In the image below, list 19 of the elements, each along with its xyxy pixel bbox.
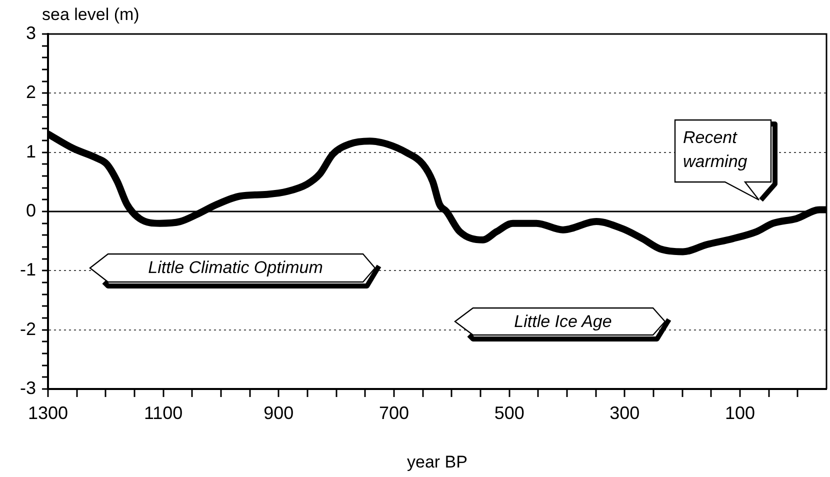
x-tick-label: 1100 [144,402,183,423]
annotation: Little Climatic Optimum [147,257,324,279]
annotation: Little Ice Age [455,308,665,333]
y-tick-label: 1 [26,141,36,162]
y-tick-label: -2 [20,318,36,339]
y-tick-label: 0 [26,200,36,220]
x-tick-label: 900 [264,402,294,423]
x-tick-label: 1300 [28,402,68,423]
x-tick-label: 300 [610,402,640,423]
x-tick-label: 100 [724,402,756,423]
x-tick-label: 500 [494,402,524,423]
y-tick-label: -3 [20,378,36,398]
y-axis-title: sea level (m) [42,5,140,24]
y-tick-label: -1 [20,260,36,280]
x-tick-label: 700 [378,402,410,423]
y-tick-label: 3 [26,22,36,43]
x-axis-title: year BP [407,452,468,472]
y-tick-label: 2 [26,82,36,102]
annotation: Recent warming [682,127,748,173]
